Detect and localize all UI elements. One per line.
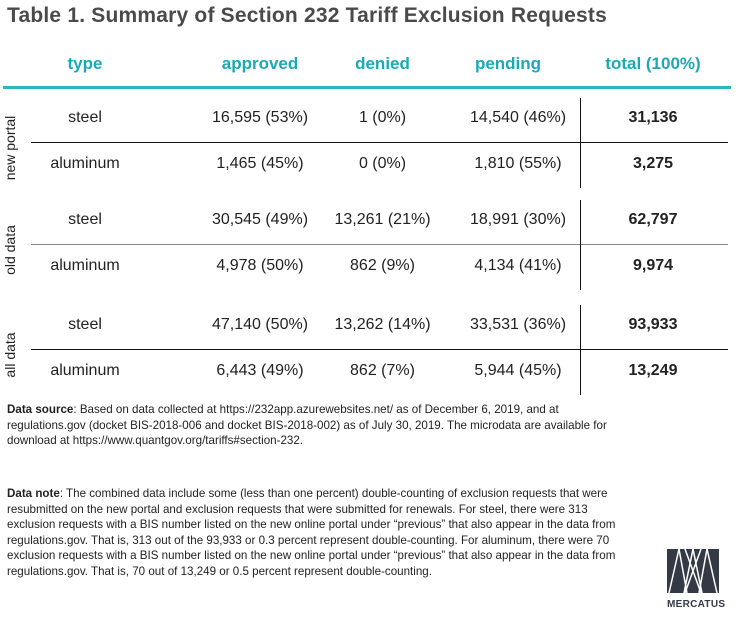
column-header-type: type bbox=[67, 54, 103, 73]
data-source-text: : Based on data collected at https://232… bbox=[7, 403, 607, 448]
mercatus-logo-text: MERCATUS bbox=[667, 599, 726, 610]
data-note-text: : The combined data include some (less t… bbox=[7, 487, 616, 578]
group-label: all data bbox=[2, 332, 18, 378]
row-divider bbox=[31, 349, 728, 350]
cell-approved: 47,140 (50%) bbox=[211, 316, 309, 333]
total-column-divider bbox=[580, 200, 581, 290]
group-label: old data bbox=[2, 225, 18, 275]
cell-approved: 1,465 (45%) bbox=[216, 155, 304, 172]
cell-pending: 33,531 (36%) bbox=[469, 316, 567, 333]
cell-type: steel bbox=[68, 211, 102, 228]
cell-type: steel bbox=[68, 316, 102, 333]
group-label: new portal bbox=[2, 115, 18, 181]
table-title: Table 1. Summary of Section 232 Tariff E… bbox=[7, 4, 607, 27]
cell-approved: 6,443 (49%) bbox=[216, 362, 304, 379]
cell-pending: 14,540 (46%) bbox=[469, 109, 567, 126]
total-column-divider bbox=[580, 98, 581, 188]
cell-denied: 13,261 (21%) bbox=[334, 211, 431, 228]
mercatus-logo: MERCATUS bbox=[667, 548, 726, 610]
cell-pending: 4,134 (41%) bbox=[474, 257, 562, 274]
cell-type: aluminum bbox=[50, 155, 120, 172]
column-header-pending: pending bbox=[474, 54, 542, 73]
cell-type: aluminum bbox=[50, 257, 120, 274]
header-divider bbox=[3, 86, 731, 89]
cell-total: 13,249 bbox=[628, 362, 678, 379]
cell-total: 9,974 bbox=[632, 257, 674, 274]
cell-denied: 0 (0%) bbox=[358, 155, 407, 172]
column-header-approved: approved bbox=[221, 54, 299, 73]
cell-pending: 1,810 (55%) bbox=[474, 155, 562, 172]
data-source-label: Data source bbox=[7, 403, 74, 416]
cell-type: aluminum bbox=[50, 362, 120, 379]
total-column-divider bbox=[580, 305, 581, 395]
mercatus-logo-icon bbox=[667, 548, 719, 594]
cell-total: 31,136 bbox=[628, 109, 678, 126]
cell-type: steel bbox=[68, 109, 102, 126]
column-header-total: total (100%) bbox=[605, 54, 701, 73]
cell-pending: 5,944 (45%) bbox=[474, 362, 562, 379]
row-divider bbox=[31, 244, 728, 245]
data-note: Data note: The combined data include som… bbox=[7, 486, 627, 580]
data-source-note: Data source: Based on data collected at … bbox=[7, 402, 627, 449]
cell-approved: 30,545 (49%) bbox=[211, 211, 309, 228]
data-note-label: Data note bbox=[7, 487, 60, 500]
cell-denied: 862 (9%) bbox=[350, 257, 415, 274]
cell-total: 93,933 bbox=[628, 316, 678, 333]
cell-denied: 1 (0%) bbox=[358, 109, 407, 126]
row-divider bbox=[31, 142, 728, 143]
column-header-denied: denied bbox=[355, 54, 410, 73]
cell-pending: 18,991 (30%) bbox=[469, 211, 567, 228]
cell-total: 62,797 bbox=[628, 211, 678, 228]
cell-denied: 13,262 (14%) bbox=[334, 316, 431, 333]
cell-approved: 16,595 (53%) bbox=[211, 109, 309, 126]
cell-total: 3,275 bbox=[632, 155, 674, 172]
cell-denied: 862 (7%) bbox=[350, 362, 415, 379]
cell-approved: 4,978 (50%) bbox=[216, 257, 304, 274]
